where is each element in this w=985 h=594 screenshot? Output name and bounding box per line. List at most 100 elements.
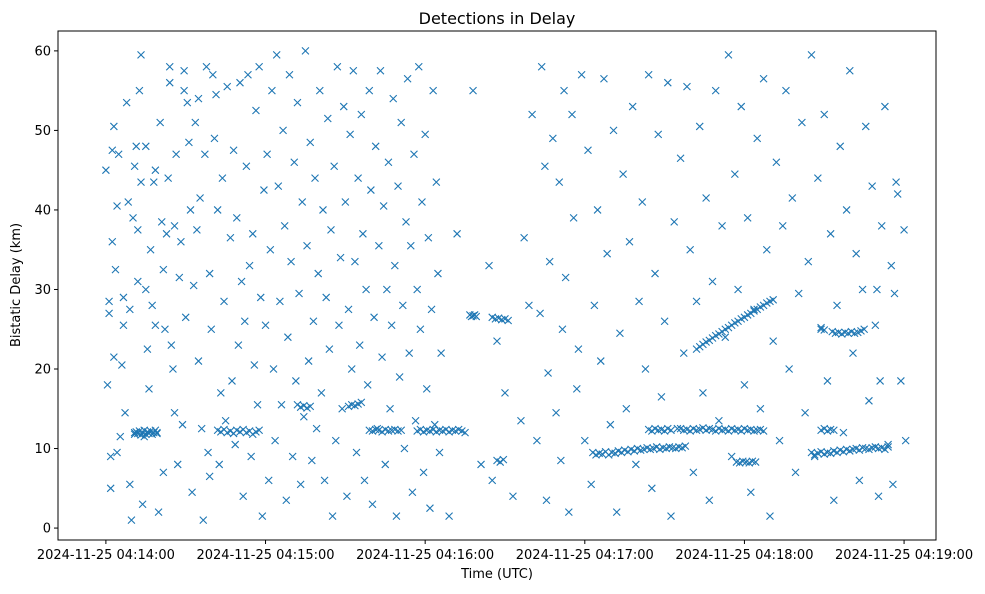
data-point-marker bbox=[103, 381, 112, 389]
data-point-marker bbox=[861, 122, 870, 131]
data-point-marker bbox=[283, 333, 292, 342]
data-point-marker bbox=[644, 70, 653, 79]
data-point-marker bbox=[384, 158, 393, 167]
data-point-marker bbox=[715, 330, 723, 338]
data-point-marker bbox=[673, 424, 682, 433]
data-point-marker bbox=[180, 66, 189, 75]
data-point-marker bbox=[667, 512, 675, 521]
data-point-marker bbox=[106, 452, 115, 461]
data-point-marker bbox=[252, 106, 260, 115]
data-point-marker bbox=[312, 424, 321, 433]
data-point-marker bbox=[724, 323, 733, 332]
data-point-marker bbox=[617, 448, 626, 457]
data-point-marker bbox=[807, 50, 816, 59]
data-point-marker bbox=[221, 416, 230, 425]
data-point-marker bbox=[411, 416, 420, 425]
data-point-marker bbox=[699, 388, 707, 397]
data-point-marker bbox=[161, 325, 169, 334]
data-point-marker bbox=[357, 110, 366, 119]
data-point-marker bbox=[596, 357, 605, 365]
data-point-marker bbox=[322, 293, 331, 302]
data-point-marker bbox=[766, 512, 774, 521]
data-point-marker bbox=[612, 508, 621, 517]
data-point-marker bbox=[702, 194, 711, 202]
data-point-marker bbox=[167, 341, 176, 350]
data-point-marker bbox=[159, 265, 168, 274]
data-point-marker bbox=[817, 323, 825, 332]
data-point-marker bbox=[141, 142, 150, 151]
data-point-marker bbox=[327, 225, 335, 234]
data-point-marker bbox=[410, 150, 418, 159]
data-point-marker bbox=[229, 146, 238, 155]
data-point-marker bbox=[248, 430, 257, 439]
data-point-marker bbox=[836, 142, 845, 151]
data-point-marker bbox=[109, 122, 118, 131]
data-point-marker bbox=[135, 86, 144, 95]
data-point-marker bbox=[239, 492, 248, 501]
data-point-marker bbox=[159, 468, 168, 477]
data-point-marker bbox=[218, 174, 227, 183]
data-point-marker bbox=[873, 285, 881, 294]
data-point-marker bbox=[343, 492, 351, 501]
data-point-marker bbox=[192, 225, 201, 234]
data-point-marker bbox=[485, 261, 493, 270]
data-point-marker bbox=[204, 448, 212, 457]
data-point-marker bbox=[734, 285, 742, 294]
plot-area-frame bbox=[57, 30, 937, 541]
data-point-marker bbox=[660, 317, 669, 326]
data-point-marker bbox=[157, 217, 166, 226]
data-point-marker bbox=[572, 385, 581, 393]
data-point-marker bbox=[274, 182, 283, 190]
data-point-marker bbox=[105, 297, 113, 306]
data-point-marker bbox=[124, 198, 133, 206]
data-point-marker bbox=[117, 361, 126, 369]
data-point-marker bbox=[721, 333, 730, 342]
data-point-marker bbox=[817, 447, 825, 456]
data-point-marker bbox=[887, 261, 896, 270]
data-point-marker bbox=[266, 245, 275, 254]
data-point-marker bbox=[753, 305, 762, 314]
data-point-marker bbox=[180, 86, 189, 95]
data-point-marker bbox=[306, 138, 315, 147]
data-point-marker bbox=[654, 130, 663, 139]
data-point-marker bbox=[255, 426, 264, 435]
data-point-marker bbox=[127, 516, 136, 525]
data-point-marker bbox=[269, 365, 278, 373]
data-point-marker bbox=[413, 285, 422, 294]
data-point-marker bbox=[718, 327, 726, 336]
data-point-marker bbox=[346, 130, 355, 139]
data-point-marker bbox=[175, 273, 184, 282]
data-point-marker bbox=[453, 229, 461, 238]
data-point-marker bbox=[558, 325, 567, 334]
data-point-marker bbox=[207, 325, 216, 334]
x-tick-label: 2024-11-25 04:16:00 bbox=[356, 548, 494, 563]
data-point-marker bbox=[647, 484, 656, 493]
x-tick-label: 2024-11-25 04:18:00 bbox=[675, 548, 813, 563]
data-point-marker bbox=[392, 512, 401, 521]
data-point-marker bbox=[852, 249, 861, 258]
y-tick-label: 60 bbox=[34, 44, 51, 59]
data-point-marker bbox=[138, 500, 147, 509]
data-point-marker bbox=[236, 427, 244, 436]
data-point-marker bbox=[165, 78, 174, 87]
data-point-marker bbox=[881, 102, 889, 111]
data-point-marker bbox=[609, 126, 618, 135]
data-point-marker bbox=[314, 269, 323, 278]
data-point-marker bbox=[290, 158, 299, 167]
data-point-marker bbox=[569, 214, 578, 222]
data-point-marker bbox=[178, 420, 187, 429]
data-point-marker bbox=[533, 436, 541, 445]
data-point-marker bbox=[397, 426, 406, 435]
data-point-marker bbox=[170, 408, 179, 417]
data-point-marker bbox=[185, 138, 193, 147]
data-point-marker bbox=[347, 365, 356, 373]
data-point-marker bbox=[403, 74, 412, 83]
data-point-marker bbox=[574, 345, 583, 354]
data-point-marker bbox=[418, 198, 426, 206]
data-point-marker bbox=[156, 118, 165, 127]
data-point-marker bbox=[148, 301, 157, 310]
data-point-marker bbox=[445, 512, 453, 521]
data-point-marker bbox=[132, 142, 141, 151]
data-point-marker bbox=[625, 237, 634, 246]
data-point-marker bbox=[552, 408, 560, 417]
